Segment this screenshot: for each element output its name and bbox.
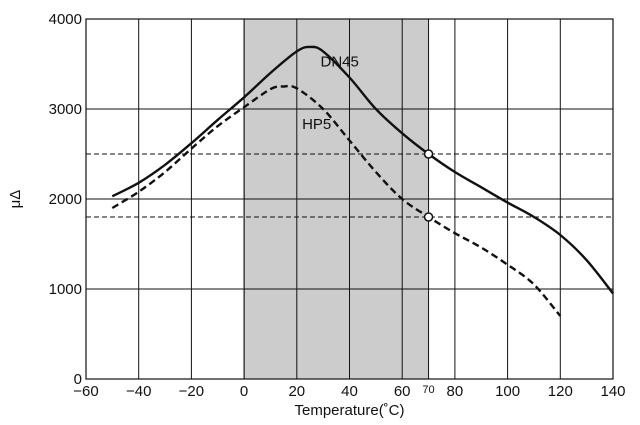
marker-dn45 (423, 149, 434, 159)
y-tick-label: 4000 (49, 11, 82, 28)
series-line-hp5 (111, 84, 562, 317)
x-tick-label: 140 (600, 383, 625, 400)
x-tick-label: −60 (73, 383, 98, 400)
marker-hp5 (423, 212, 434, 222)
plot-frame (85, 18, 614, 380)
x-tick-label-extra: 70 (422, 384, 434, 396)
x-tick-label: −20 (179, 383, 204, 400)
series-label-dn45: DN45 (321, 54, 359, 71)
series-label-hp5: HP5 (302, 116, 331, 133)
x-axis-label: Temperature(˚C) (294, 402, 404, 419)
x-tick-label: −40 (126, 383, 151, 400)
x-tick-label: 0 (240, 383, 248, 400)
y-tick-label: 2000 (49, 191, 82, 208)
y-tick-label: 0 (74, 371, 82, 388)
x-tick-label: 60 (394, 383, 411, 400)
x-tick-label: 40 (341, 383, 358, 400)
x-tick-label: 80 (447, 383, 464, 400)
series-line-dn45 (111, 45, 614, 295)
y-axis-label: μΔ (7, 190, 24, 209)
y-tick-label: 1000 (49, 281, 82, 298)
x-tick-label: 20 (288, 383, 305, 400)
y-tick-label: 3000 (49, 101, 82, 118)
x-tick-label: 100 (495, 383, 520, 400)
x-tick-label: 120 (548, 383, 573, 400)
